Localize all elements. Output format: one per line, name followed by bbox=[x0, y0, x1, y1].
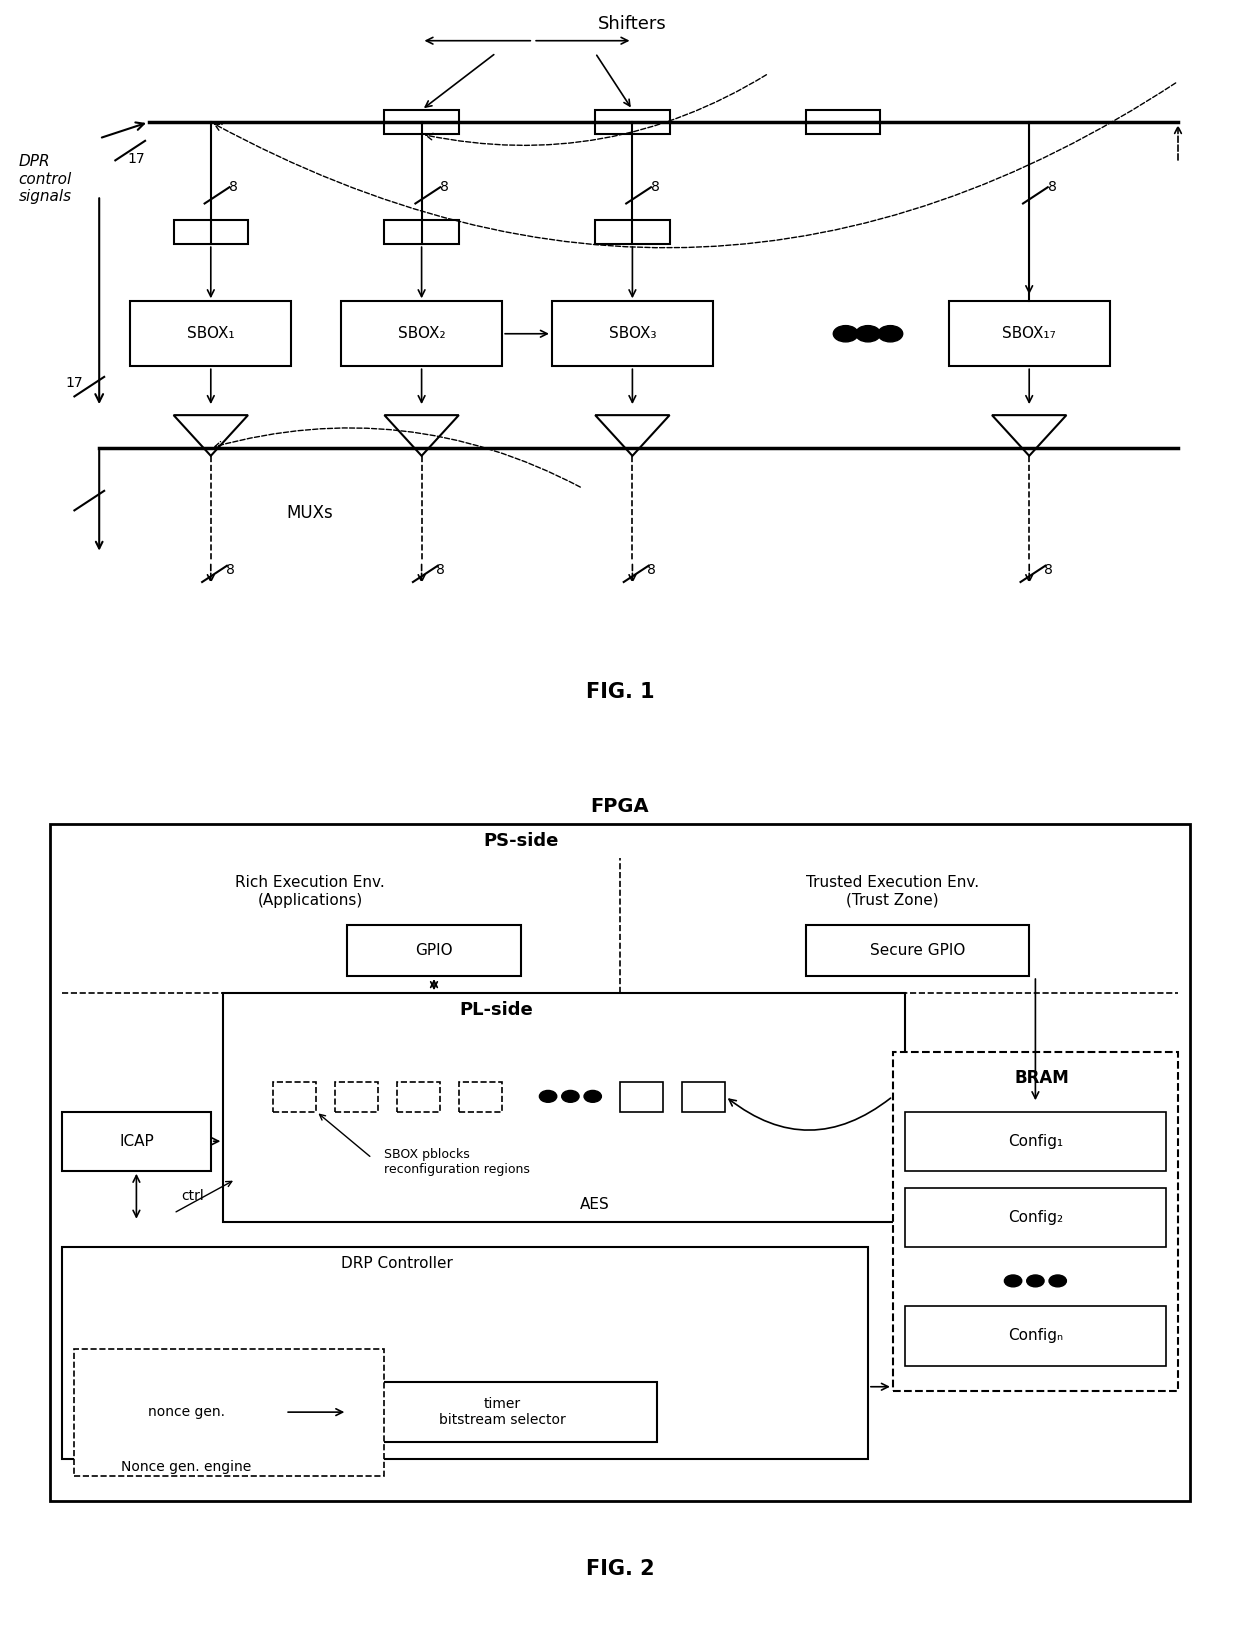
Text: FPGA: FPGA bbox=[590, 798, 650, 816]
Text: Rich Execution Env.
(Applications): Rich Execution Env. (Applications) bbox=[236, 876, 384, 908]
Polygon shape bbox=[174, 415, 248, 456]
Bar bbox=[50, 824, 1190, 1501]
Bar bbox=[595, 220, 670, 244]
Text: DRP Controller: DRP Controller bbox=[341, 1257, 453, 1271]
Text: FIG. 1: FIG. 1 bbox=[585, 682, 655, 702]
Bar bbox=[949, 301, 1110, 366]
Bar bbox=[459, 1083, 502, 1112]
Text: 17: 17 bbox=[66, 376, 83, 389]
Text: 8: 8 bbox=[647, 563, 656, 576]
Text: MUXs: MUXs bbox=[286, 503, 334, 523]
Text: 8: 8 bbox=[1044, 563, 1053, 576]
Bar bbox=[806, 109, 880, 135]
Circle shape bbox=[878, 326, 903, 342]
Text: Trusted Execution Env.
(Trust Zone): Trusted Execution Env. (Trust Zone) bbox=[806, 876, 980, 908]
Polygon shape bbox=[595, 415, 670, 456]
Text: DPR
control
signals: DPR control signals bbox=[19, 155, 72, 204]
Bar bbox=[273, 1083, 316, 1112]
Bar bbox=[347, 925, 521, 977]
Text: SBOX₁: SBOX₁ bbox=[187, 326, 234, 342]
Text: Secure GPIO: Secure GPIO bbox=[870, 943, 965, 959]
Text: BRAM: BRAM bbox=[1014, 1068, 1069, 1088]
Bar bbox=[174, 220, 248, 244]
Text: PS-side: PS-side bbox=[484, 832, 558, 850]
Bar bbox=[130, 301, 291, 366]
Circle shape bbox=[562, 1091, 579, 1102]
Bar bbox=[806, 925, 1029, 977]
Text: SBOX₂: SBOX₂ bbox=[398, 326, 445, 342]
Text: SBOX₃: SBOX₃ bbox=[609, 326, 656, 342]
Bar bbox=[62, 1247, 868, 1459]
Bar bbox=[384, 220, 459, 244]
Polygon shape bbox=[992, 415, 1066, 456]
Text: 8: 8 bbox=[651, 181, 660, 194]
Circle shape bbox=[856, 326, 880, 342]
Bar bbox=[893, 1052, 1178, 1390]
Text: GPIO: GPIO bbox=[415, 943, 453, 959]
Circle shape bbox=[584, 1091, 601, 1102]
Bar bbox=[341, 301, 502, 366]
Circle shape bbox=[1004, 1275, 1022, 1286]
Text: SBOX₁₇: SBOX₁₇ bbox=[1002, 326, 1056, 342]
Bar bbox=[335, 1083, 378, 1112]
Text: Nonce gen. engine: Nonce gen. engine bbox=[120, 1460, 252, 1473]
Text: 8: 8 bbox=[1048, 181, 1056, 194]
Bar bbox=[905, 1112, 1166, 1171]
Bar bbox=[62, 1112, 211, 1171]
Bar bbox=[620, 1083, 663, 1112]
Text: Shifters: Shifters bbox=[598, 15, 667, 34]
Bar bbox=[223, 993, 905, 1221]
Bar bbox=[74, 1348, 384, 1475]
Bar bbox=[384, 109, 459, 135]
Polygon shape bbox=[384, 415, 459, 456]
Text: 8: 8 bbox=[226, 563, 234, 576]
Bar bbox=[905, 1188, 1166, 1247]
Text: nonce gen.: nonce gen. bbox=[148, 1405, 224, 1420]
Bar bbox=[905, 1306, 1166, 1366]
Circle shape bbox=[539, 1091, 557, 1102]
Text: Config₁: Config₁ bbox=[1008, 1133, 1063, 1149]
Bar bbox=[397, 1083, 440, 1112]
Text: AES: AES bbox=[580, 1197, 610, 1213]
Text: 17: 17 bbox=[128, 151, 145, 166]
Bar bbox=[552, 301, 713, 366]
Bar bbox=[595, 109, 670, 135]
Bar bbox=[347, 1382, 657, 1442]
Text: 8: 8 bbox=[440, 181, 449, 194]
Bar bbox=[682, 1083, 725, 1112]
Text: Configₙ: Configₙ bbox=[1008, 1328, 1063, 1343]
Circle shape bbox=[1049, 1275, 1066, 1286]
Text: Config₂: Config₂ bbox=[1008, 1210, 1063, 1224]
Circle shape bbox=[833, 326, 858, 342]
Bar bbox=[87, 1382, 285, 1442]
Circle shape bbox=[1027, 1275, 1044, 1286]
Text: ICAP: ICAP bbox=[119, 1133, 154, 1149]
Text: 8: 8 bbox=[229, 181, 238, 194]
Text: SBOX pblocks
reconfiguration regions: SBOX pblocks reconfiguration regions bbox=[384, 1148, 531, 1177]
Text: FIG. 2: FIG. 2 bbox=[585, 1558, 655, 1579]
Text: ctrl: ctrl bbox=[181, 1190, 203, 1203]
Text: PL-side: PL-side bbox=[459, 1001, 533, 1019]
Text: timer
bitstream selector: timer bitstream selector bbox=[439, 1397, 565, 1428]
Text: 8: 8 bbox=[436, 563, 445, 576]
